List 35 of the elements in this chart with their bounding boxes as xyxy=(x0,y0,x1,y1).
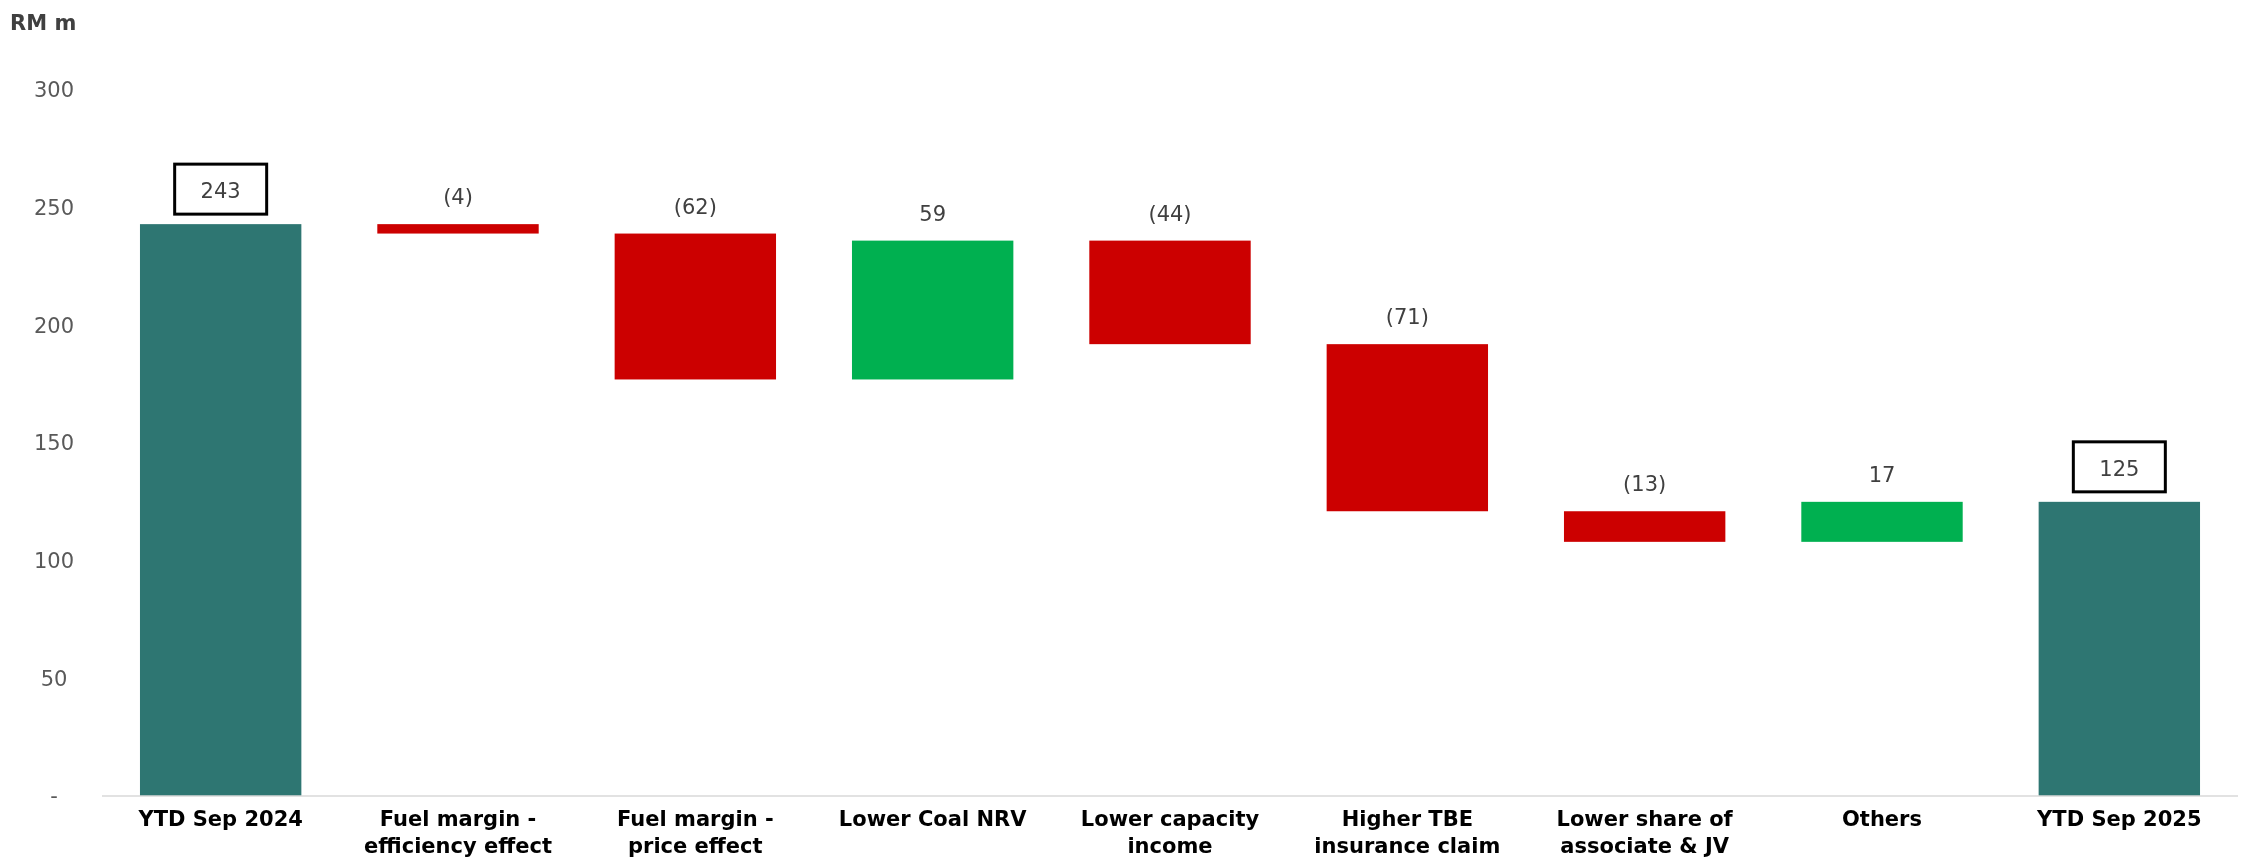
bar xyxy=(1089,240,1251,345)
x-tick-label: YTD Sep 2025 xyxy=(2036,807,2202,831)
x-tick-label: Lower Coal NRV xyxy=(838,807,1028,831)
y-tick-label: 50 xyxy=(40,666,68,691)
data-label: 17 xyxy=(1868,462,1896,487)
bar xyxy=(1801,501,1963,542)
y-tick-label: 150 xyxy=(33,431,75,456)
bar xyxy=(1563,511,1726,542)
bar xyxy=(851,240,1014,380)
x-tick-label: Fuel margin - efficiency effect xyxy=(364,807,552,858)
data-label: 125 xyxy=(2099,456,2140,481)
data-label: (62) xyxy=(673,194,717,219)
bar xyxy=(614,233,777,380)
bar xyxy=(377,224,539,234)
y-tick-label: 300 xyxy=(33,78,75,103)
data-label: (13) xyxy=(1623,472,1667,497)
bar xyxy=(139,224,302,796)
data-label: (44) xyxy=(1148,201,1192,226)
data-label: 243 xyxy=(200,179,241,204)
data-label: 59 xyxy=(919,201,947,226)
y-tick-label: 100 xyxy=(33,549,75,574)
x-tick-label: Fuel margin - price effect xyxy=(617,807,774,858)
y-axis-title: RM m xyxy=(10,11,77,35)
x-tick-label: Lower capacity income xyxy=(1080,807,1260,858)
data-label: (71) xyxy=(1385,305,1429,330)
y-tick-label: 200 xyxy=(33,313,75,338)
x-tick-label: Lower share of associate & JV xyxy=(1556,807,1734,858)
x-tick-label: Others xyxy=(1842,807,1922,831)
y-tick-label: - xyxy=(50,784,58,809)
bar xyxy=(1326,344,1489,512)
bar xyxy=(2038,501,2201,796)
x-tick-label: Higher TBE insurance claim xyxy=(1314,807,1501,858)
data-label: (4) xyxy=(443,185,473,210)
y-tick-label: 250 xyxy=(33,196,75,221)
x-tick-label: YTD Sep 2024 xyxy=(137,807,303,831)
